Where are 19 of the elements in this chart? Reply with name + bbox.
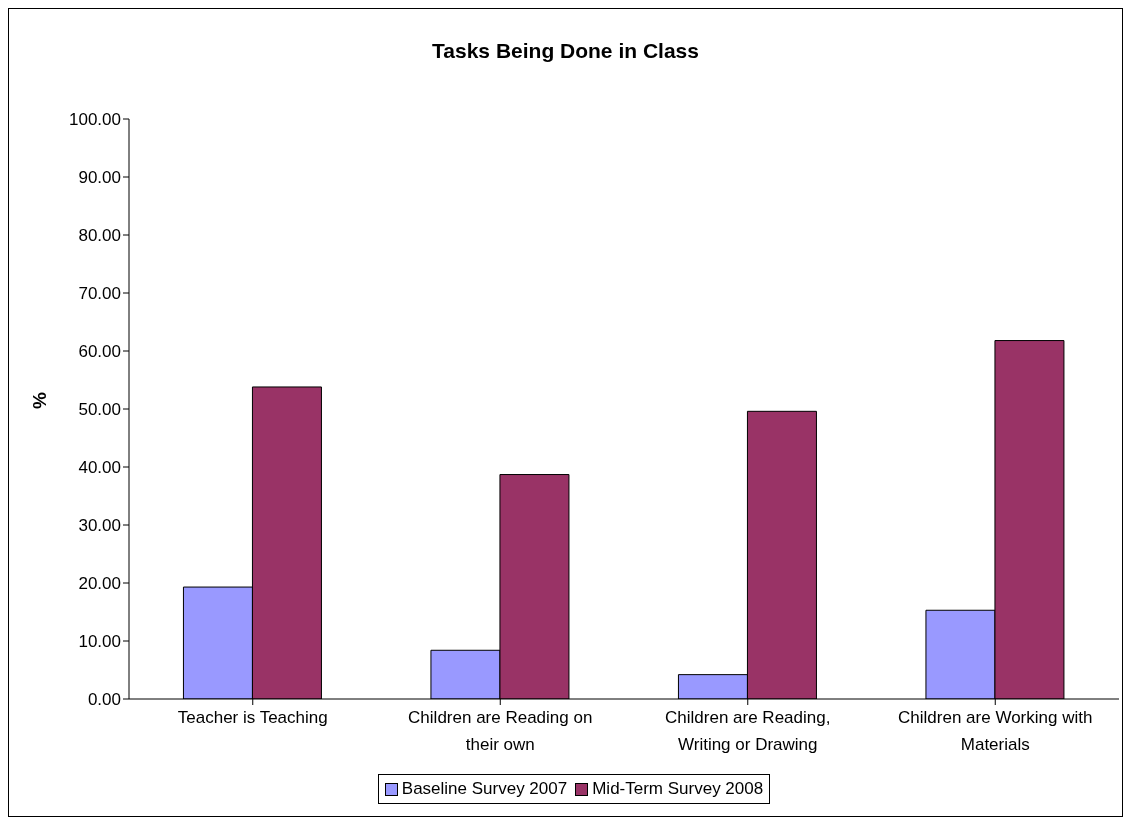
x-tick-label: Children are Working with Materials [898, 708, 1093, 754]
y-tick-label: 50.00 [78, 400, 121, 420]
legend-label: Mid-Term Survey 2008 [591, 779, 764, 799]
y-tick-label: 40.00 [78, 458, 121, 478]
y-tick-label: 80.00 [78, 226, 121, 246]
y-tick-label: 60.00 [78, 342, 121, 362]
y-tick-label: 100.00 [69, 110, 121, 130]
y-tick-label: 10.00 [78, 632, 121, 652]
y-tick-label: 0.00 [87, 690, 121, 710]
x-tick-label: Children are Reading, Writing or Drawing [665, 708, 831, 754]
y-tick-label: 20.00 [78, 574, 121, 594]
y-tick-label: 90.00 [78, 168, 121, 188]
y-tick-label: 30.00 [78, 516, 121, 536]
y-tick-label: 70.00 [78, 284, 121, 304]
chart-title: Tasks Being Done in Class [431, 38, 700, 64]
x-tick-label: Teacher is Teaching [177, 708, 328, 727]
y-axis-title: % [28, 392, 50, 409]
x-tick-label: Children are Reading on their own [408, 708, 593, 754]
legend-label: Baseline Survey 2007 [400, 779, 568, 799]
